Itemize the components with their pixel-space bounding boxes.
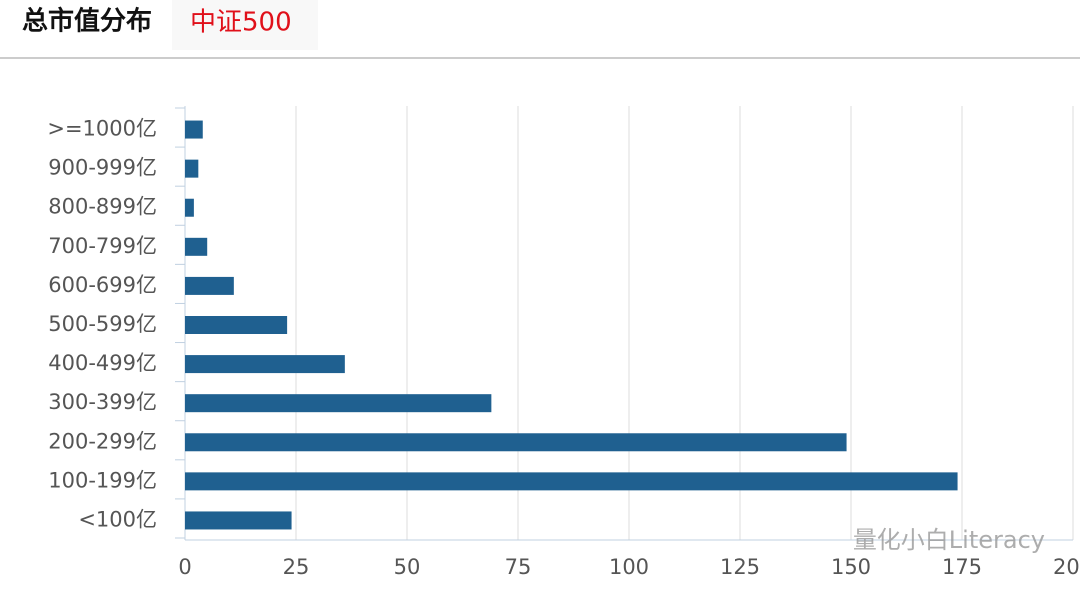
y-tick-label: 700-799亿 [48, 234, 157, 258]
x-tick-label: 25 [283, 555, 310, 579]
y-tick-label: 400-499亿 [48, 351, 157, 375]
bar [185, 198, 194, 217]
x-tick-label: 100 [609, 555, 649, 579]
bar [185, 276, 234, 295]
bar [185, 355, 345, 374]
watermark: 量化小白Literacy [853, 526, 1045, 554]
x-tick-label: 50 [394, 555, 421, 579]
x-tick-label: 150 [831, 555, 871, 579]
bar [185, 120, 203, 139]
bar [185, 316, 288, 334]
y-tick-label: <100亿 [78, 507, 157, 531]
y-tick-label: 300-399亿 [48, 390, 157, 414]
bar [185, 237, 208, 256]
x-tick-label: 125 [720, 555, 760, 579]
bar [185, 159, 199, 178]
y-tick-label: 800-899亿 [48, 195, 157, 219]
y-tick-label: >=1000亿 [47, 117, 157, 141]
x-tick-label: 200 [1053, 555, 1080, 579]
subtitle-bg [172, 0, 318, 50]
bar [185, 394, 492, 413]
chart-title: 总市值分布 [22, 6, 152, 37]
x-tick-label: 0 [178, 555, 191, 579]
bar [185, 511, 292, 530]
x-tick-label: 175 [942, 555, 982, 579]
bar [185, 433, 847, 452]
y-tick-label: 500-599亿 [48, 312, 157, 336]
chart-subtitle: 中证500 [190, 8, 292, 38]
bar [185, 472, 958, 491]
y-tick-label: 600-699亿 [48, 273, 157, 297]
y-tick-label: 100-199亿 [48, 468, 157, 492]
y-tick-label: 900-999亿 [48, 156, 157, 180]
y-tick-label: 200-299亿 [48, 429, 157, 453]
x-tick-label: 75 [505, 555, 532, 579]
